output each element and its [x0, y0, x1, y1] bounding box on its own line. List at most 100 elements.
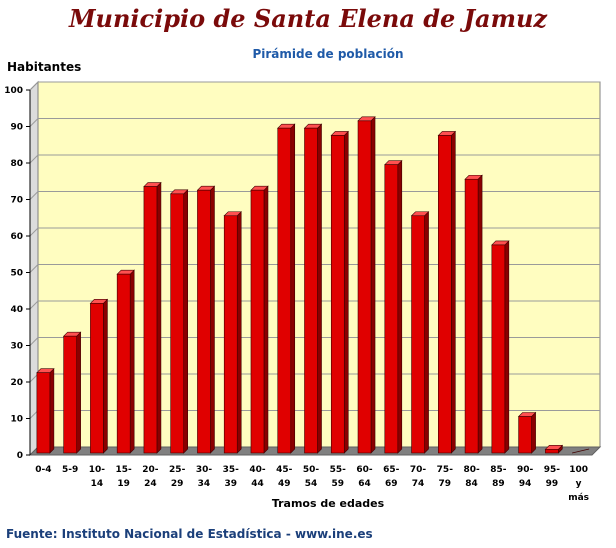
x-tick-label: 44	[251, 479, 264, 489]
bar-side	[451, 130, 456, 454]
bar	[304, 127, 318, 454]
x-tick-label: 19	[117, 479, 130, 489]
bar	[464, 178, 479, 454]
bar	[384, 164, 399, 454]
gridline-side	[29, 264, 39, 273]
x-tick-label: 59	[331, 479, 344, 489]
bar	[250, 189, 265, 454]
y-tick-label: 80	[10, 159, 23, 169]
x-tick-label: 54	[305, 479, 318, 489]
bar-side	[370, 116, 376, 454]
bar-side	[129, 269, 135, 454]
bar	[143, 186, 158, 454]
x-axis-label: Tramos de edades	[271, 497, 385, 510]
x-tick-label: 29	[171, 479, 184, 489]
bar-side	[343, 130, 349, 454]
bar	[572, 448, 590, 454]
bar	[63, 335, 77, 454]
bar-side	[103, 298, 108, 454]
bar-side	[317, 123, 322, 454]
x-tick-label: 14	[91, 479, 104, 489]
x-tick-label: 39	[224, 479, 237, 489]
x-tick-label: 75-	[437, 465, 454, 475]
x-tick-label: 65-	[383, 465, 400, 475]
x-tick-label: 60-	[356, 465, 373, 475]
x-tick-label: 95-	[544, 465, 561, 475]
y-tick-label: 90	[10, 123, 23, 133]
x-tick-label: 49	[278, 479, 291, 489]
bar	[518, 416, 532, 454]
bar	[411, 215, 425, 454]
x-tick-label: 55-	[330, 465, 347, 475]
x-tick-label: y	[576, 479, 582, 489]
x-tick-label: 89	[492, 479, 505, 489]
bar-side	[504, 240, 510, 454]
x-tick-label: 34	[198, 479, 211, 489]
bar-side	[263, 185, 269, 454]
y-tick-label: 70	[10, 196, 23, 206]
bar	[330, 135, 345, 454]
x-tick-label: 45-	[276, 465, 293, 475]
y-tick-label: 60	[10, 232, 23, 242]
x-tick-label: 100	[569, 465, 588, 475]
gridline-side	[29, 337, 39, 346]
x-tick-label: 5-9	[62, 465, 78, 475]
y-tick-label: 10	[10, 415, 23, 425]
page-title: Municipio de Santa Elena de Jamuz	[68, 4, 548, 33]
x-tick-label: 30-	[196, 465, 213, 475]
gridline-side	[29, 300, 39, 310]
x-tick-label: 79	[439, 479, 452, 489]
bar-side	[236, 211, 242, 454]
bar	[491, 244, 506, 454]
bar-side	[397, 159, 403, 454]
x-tick-label: 80-	[463, 465, 480, 475]
bar	[357, 120, 372, 454]
bar	[545, 449, 559, 454]
x-tick-label: 64	[358, 479, 371, 489]
bar	[197, 189, 211, 454]
gridline-side	[29, 81, 39, 91]
source-note: Fuente: Instituto Nacional de Estadístic…	[6, 527, 373, 541]
bar-side	[477, 174, 483, 454]
y-tick-label: 100	[4, 86, 23, 96]
gridline-side	[29, 118, 39, 127]
x-tick-label: 0-4	[35, 465, 51, 475]
bar	[170, 193, 184, 454]
x-tick-label: 84	[465, 479, 478, 489]
x-tick-label: 24	[144, 479, 157, 489]
x-tick-label: 50-	[303, 465, 320, 475]
x-tick-label: 20-	[142, 465, 159, 475]
bar-side	[156, 181, 162, 454]
bar-side	[290, 123, 296, 454]
bar-side	[49, 367, 55, 454]
bar-side	[210, 185, 215, 454]
gridline-side	[29, 154, 39, 164]
x-tick-label: 74	[412, 479, 425, 489]
bar-side	[183, 189, 188, 454]
bar	[116, 273, 131, 454]
y-tick-label: 0	[17, 451, 23, 461]
x-tick-label: 25-	[169, 465, 186, 475]
x-tick-label: 69	[385, 479, 398, 489]
bar	[223, 215, 238, 454]
bar-side	[76, 331, 81, 454]
x-tick-label: 40-	[249, 465, 266, 475]
x-tick-label: 99	[546, 479, 559, 489]
x-tick-label: 94	[519, 479, 532, 489]
x-tick-label: 15-	[116, 465, 133, 475]
x-tick-label: 35-	[223, 465, 240, 475]
gridline-side	[29, 227, 39, 237]
y-tick-label: 30	[10, 342, 23, 352]
x-tick-label: 85-	[490, 465, 507, 475]
x-tick-label: 90-	[517, 465, 534, 475]
bar-side	[531, 411, 536, 454]
y-tick-label: 20	[10, 378, 23, 388]
y-tick-label: 40	[10, 305, 23, 315]
bar	[438, 135, 452, 454]
bar-side	[424, 211, 429, 454]
bar	[90, 303, 104, 454]
bar	[36, 372, 51, 454]
y-tick-label: 50	[10, 269, 23, 279]
chart-subtitle: Pirámide de población	[252, 47, 404, 61]
